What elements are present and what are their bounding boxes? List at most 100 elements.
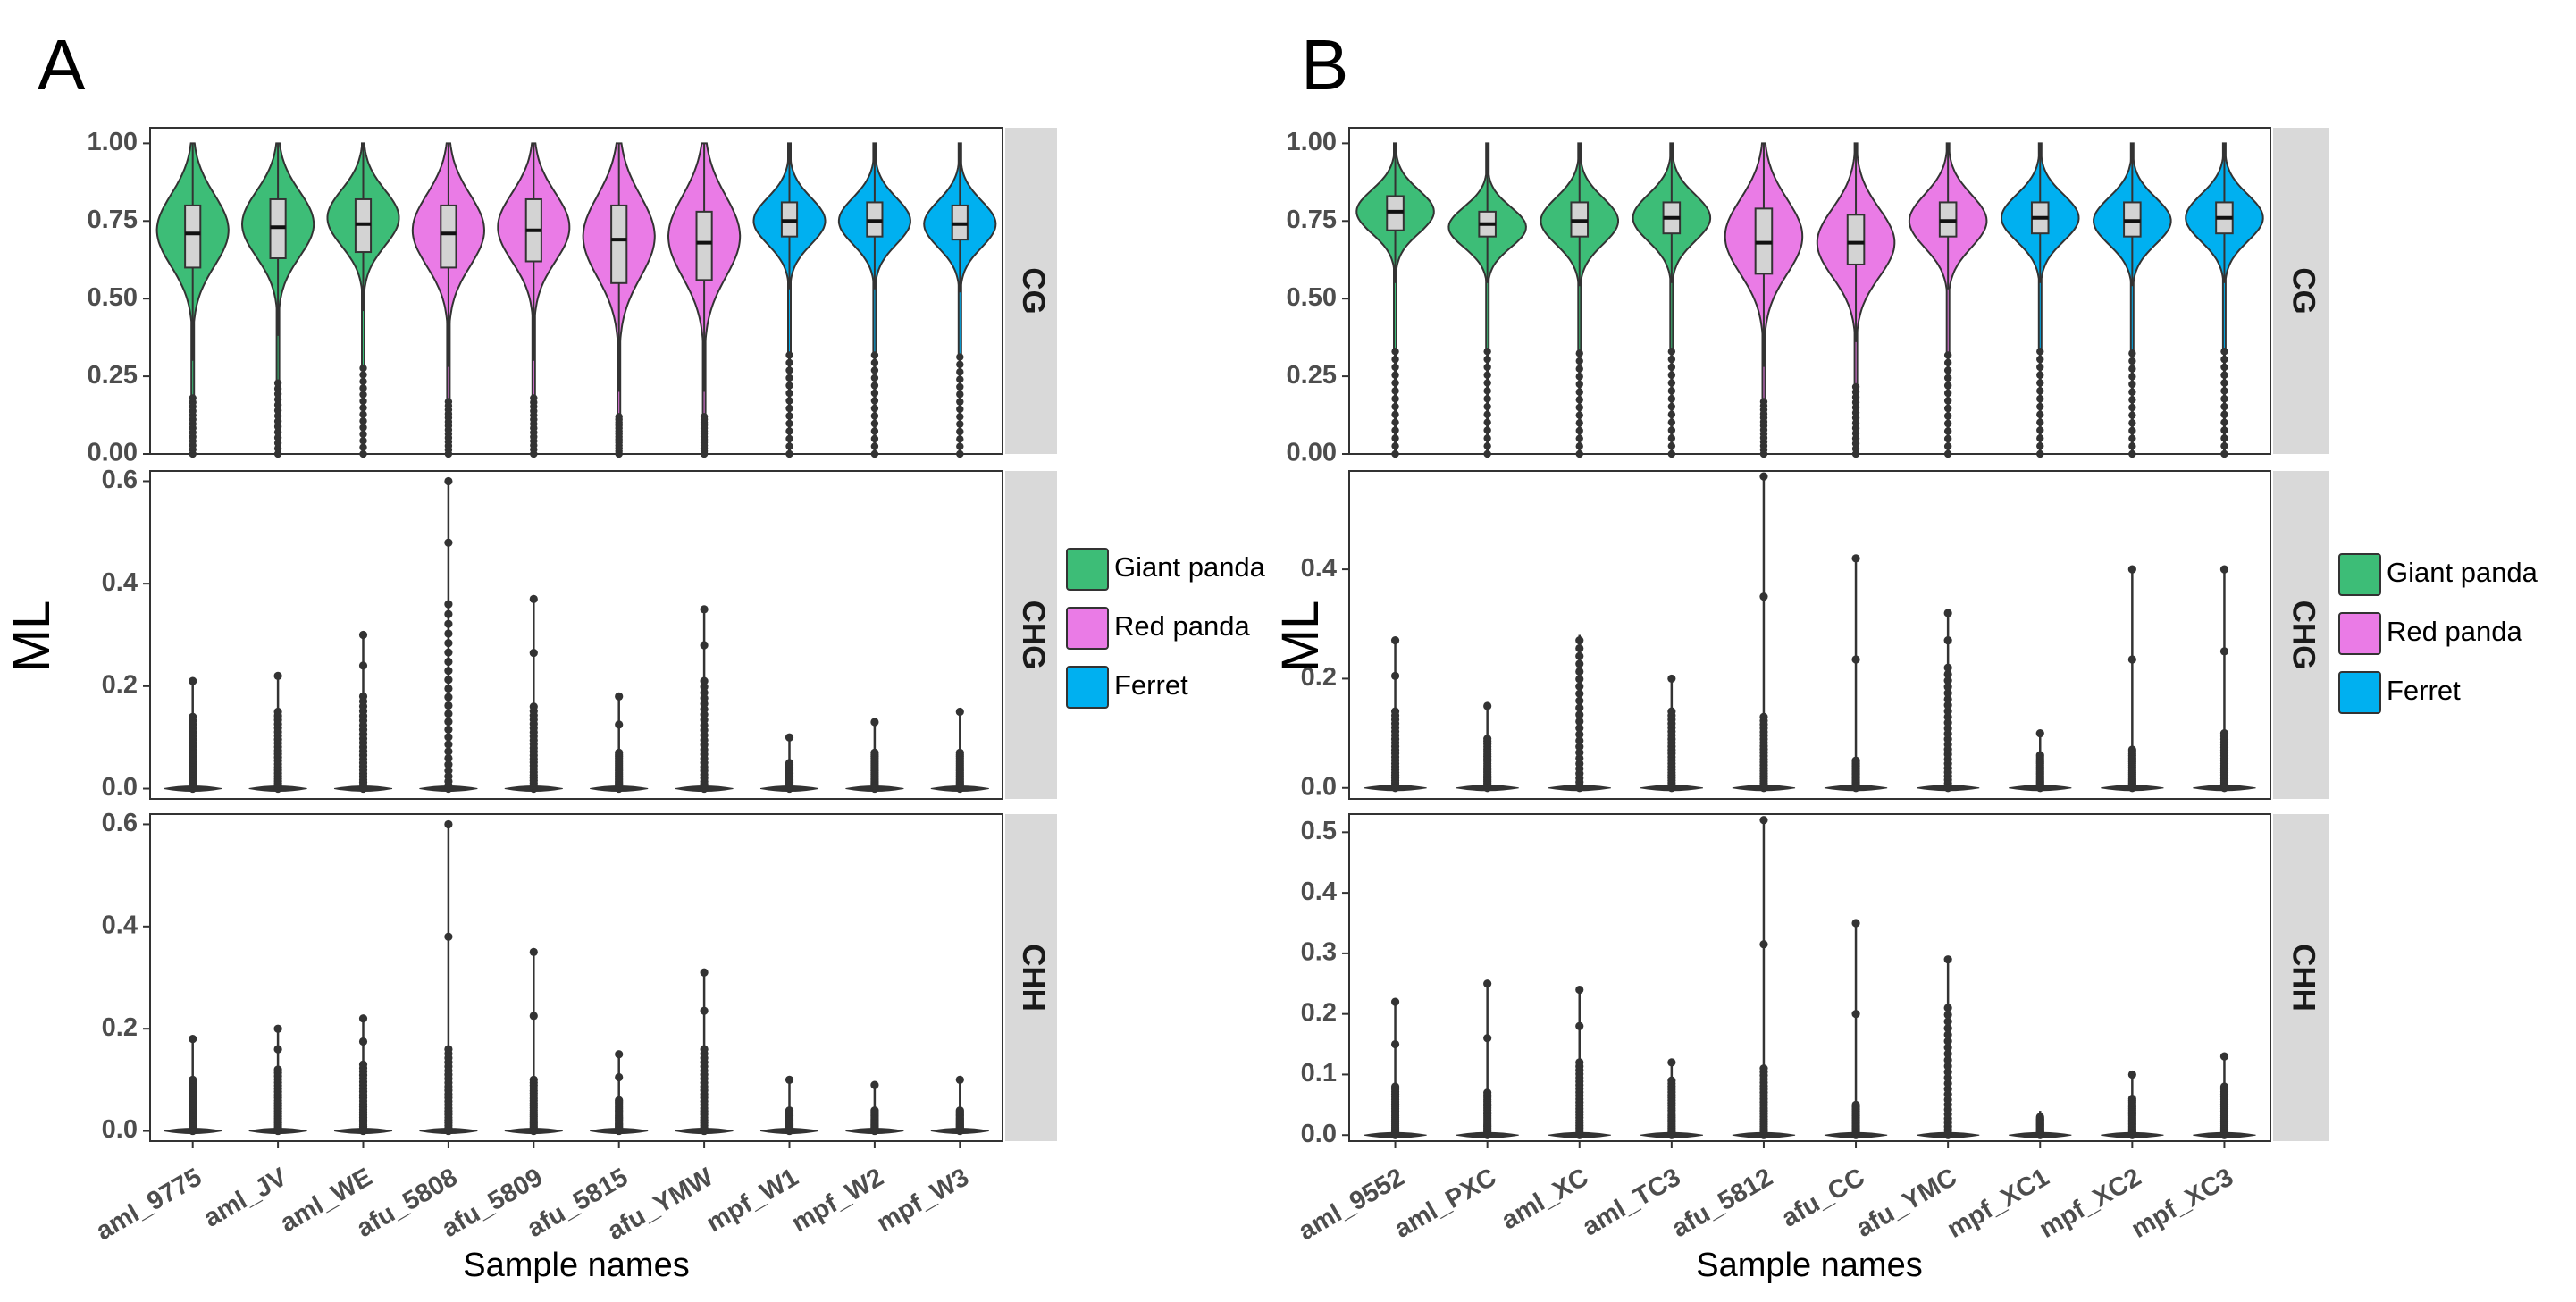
outlier-point [273,1045,282,1054]
outlier-point [273,412,282,420]
max-point [2127,565,2136,574]
outlier-point [2035,1113,2044,1121]
outlier-point [444,740,453,749]
legend: Giant panda Red panda Ferret [2338,553,2538,714]
outlier-point [1575,643,1584,653]
max-point [1943,955,1952,964]
outlier-point [2220,363,2228,372]
outlier-point [1575,442,1583,450]
outlier-point [359,364,367,373]
outlier-point [2036,395,2044,403]
y-tick-label: 0.50 [88,283,138,312]
outlier-point [615,413,623,421]
violin-mpf_W3 [923,142,997,458]
outlier-point [273,1065,282,1074]
max-point [189,1035,197,1044]
max-point [615,1050,624,1059]
outlier-point [1391,434,1399,442]
y-tick-label: 1.00 [88,128,138,156]
outlier-point [358,1037,368,1046]
outlier-point [2220,355,2228,364]
outlier-point [785,412,793,420]
outlier-point [1667,426,1676,434]
outlier-point [785,404,793,413]
outlier-point [1575,724,1584,733]
max-point [358,630,368,640]
outlier-point [1391,379,1399,387]
y-axis-title: ML [1271,601,1330,673]
outlier-point [1390,1039,1400,1049]
max-point [189,676,197,685]
outlier-point [1575,1021,1584,1030]
legend-swatch [1066,607,1109,650]
violin-mpf_W2 [837,142,911,458]
facet-CHG: CHG 0.0 0.2 0.4 [1301,470,2329,801]
outlier-point [700,688,709,697]
facet-strip [1005,128,1057,454]
outlier-point [359,430,367,439]
outlier-point [2128,373,2136,381]
violin-aml_9552 [1364,636,1427,793]
box [184,204,202,269]
outlier-point [359,410,367,418]
outlier-point [1851,408,1860,416]
outlier-point [785,427,793,435]
outlier-point [359,377,367,386]
max-point [870,718,879,727]
violin-afu_CC [1824,554,1888,793]
outlier-point [785,351,793,359]
violin-afu_5808 [419,476,478,794]
outlier-point [273,707,282,717]
violin-aml_PXC [1456,701,1519,793]
max-point [444,476,453,486]
violin-mpf_XC1 [2009,1111,2072,1139]
outlier-point [1943,1043,1952,1052]
violin-aml_PXC [1447,142,1527,458]
outlier-point [1667,363,1676,372]
outlier-point [2220,387,2228,395]
y-tick-label: 0.25 [1287,361,1337,390]
outlier-point [1483,735,1492,743]
outlier-point [1667,707,1676,716]
outlier-point [1851,440,1860,448]
violin-afu_YMW [675,968,734,1136]
violin-aml_9775 [164,1035,222,1136]
y-tick-label: 0.25 [88,361,138,390]
outlier-point [2036,418,2044,426]
y-tick-label: 0.0 [102,1115,138,1144]
violin-aml_XC [1548,985,1611,1139]
outlier-point [955,748,964,757]
x-axis-title: Sample names [463,1247,689,1284]
outlier-point [1943,1030,1952,1039]
outlier-point [1391,402,1399,411]
outlier-point [870,366,879,374]
outlier-point [273,390,282,399]
outlier-point [2128,403,2136,412]
outlier-point [2128,449,2136,458]
legend-swatch [2338,553,2381,596]
y-tick-label: 0.4 [1301,878,1337,906]
outlier-point [444,609,453,618]
x-tick-label: aml_TC3 [1578,1163,1686,1241]
outlier-point [956,398,964,406]
legend-label: Red panda [1114,610,1250,642]
outlier-point [956,382,964,391]
facet-strip [2273,471,2329,799]
outlier-point [956,353,964,361]
outlier-point [273,439,282,448]
outlier-point [1391,371,1399,379]
max-point [1390,636,1400,645]
facet-strip-label: CHG [2286,601,2320,670]
outlier-point [1391,363,1399,372]
outlier-point [956,413,964,421]
violin-aml_XC [1540,142,1619,458]
outlier-point [1483,348,1491,356]
outlier-point [273,407,282,415]
outlier-point [1943,442,1952,450]
violin-afu_YMC [1908,142,1988,458]
outlier-point [615,720,624,729]
x-tick-label: aml_9775 [91,1163,206,1246]
outlier-point [273,428,282,436]
panel-A: A ML CG 0.00 0.25 0.50 0.75 1.00 CHG 0.0 0.2 0.4 0.6… [3,25,1266,1284]
violin-afu_5815 [582,142,656,458]
